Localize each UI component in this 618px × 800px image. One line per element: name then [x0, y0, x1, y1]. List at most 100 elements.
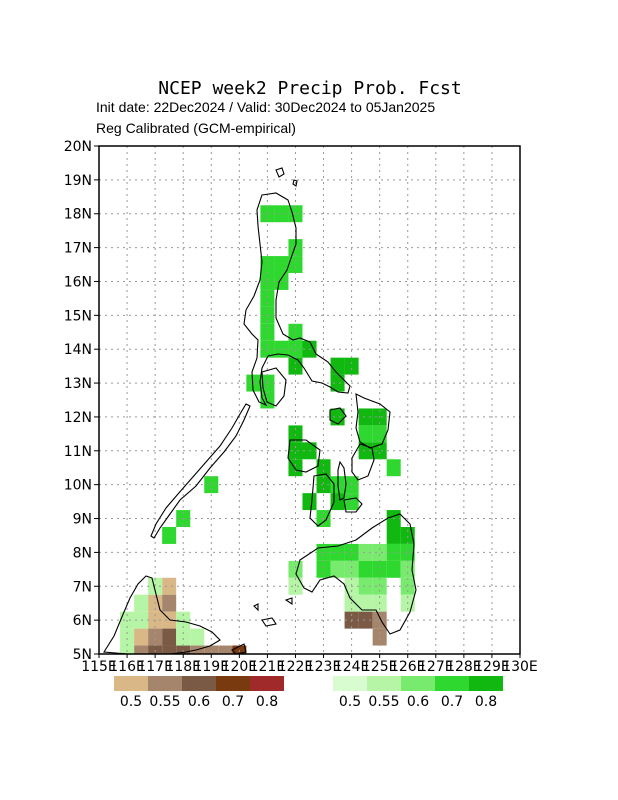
lon-label: 118E — [165, 659, 201, 675]
prob-cell — [330, 543, 345, 561]
prob-cell — [330, 493, 345, 511]
legend-above-label: 0.8 — [475, 694, 497, 710]
legend-below-label: 0.8 — [256, 694, 278, 710]
lat-label: 11N — [64, 444, 92, 460]
prob-cell — [288, 425, 303, 443]
prob-cell — [372, 425, 387, 443]
prob-cell — [274, 205, 289, 223]
prob-cell — [386, 459, 401, 477]
lon-label: 124E — [334, 659, 370, 675]
prob-cell — [344, 560, 359, 578]
prob-cell — [358, 577, 373, 595]
lat-label: 19N — [64, 173, 92, 189]
legend-below-swatch — [216, 676, 250, 691]
legend-above-label: 0.5 — [339, 694, 361, 710]
lon-label: 126E — [390, 659, 426, 675]
legend-above-swatch — [401, 676, 435, 691]
prob-cell — [246, 374, 261, 392]
legend-below-label: 0.55 — [149, 694, 180, 710]
lon-label: 116E — [109, 659, 145, 675]
prob-cell — [288, 340, 303, 358]
prob-cell — [372, 628, 387, 646]
prob-cell — [176, 628, 191, 646]
legend-below-swatch — [250, 676, 284, 691]
map-subtitle-dates: Init date: 22Dec2024 / Valid: 30Dec2024 … — [96, 99, 435, 115]
map-frame — [98, 145, 521, 655]
prob-cell — [316, 560, 331, 578]
lon-label: 125E — [362, 659, 398, 675]
legend-above-label: 0.7 — [441, 694, 463, 710]
prob-cell — [344, 357, 359, 375]
lon-label: 117E — [137, 659, 173, 675]
lat-label: 9N — [73, 512, 92, 528]
legend-above-label: 0.6 — [407, 694, 429, 710]
prob-cell — [218, 645, 233, 654]
prob-cell — [148, 577, 163, 595]
prob-cell — [316, 459, 331, 477]
lon-label: 115E — [81, 659, 117, 675]
lat-label: 16N — [64, 274, 92, 290]
prob-cell — [274, 256, 289, 273]
prob-cell — [148, 628, 163, 646]
prob-cell — [372, 543, 387, 561]
prob-cell — [316, 476, 331, 494]
prob-cell — [120, 645, 135, 654]
prob-cell — [204, 645, 219, 654]
prob-cell — [288, 239, 303, 257]
prob-cell — [190, 628, 205, 646]
legend-below-swatch — [182, 676, 216, 691]
lat-label: 20N — [64, 139, 92, 155]
prob-cell — [162, 628, 177, 646]
legend-below-label: 0.5 — [120, 694, 142, 710]
lat-label: 12N — [64, 410, 92, 426]
longitude-labels: 115E116E117E118E119E120E121E122E123E124E… — [81, 659, 538, 675]
prob-cell — [260, 289, 275, 307]
prob-cell — [134, 645, 149, 654]
prob-cell — [162, 527, 177, 544]
legend-above-swatch — [367, 676, 401, 691]
prob-cell — [232, 645, 247, 654]
prob-cell — [134, 594, 149, 612]
prob-cell — [162, 645, 177, 654]
prob-cell — [330, 374, 345, 392]
prob-cell — [162, 594, 177, 612]
legend-below: 0.5 0.55 0.6 0.7 0.8 — [114, 676, 284, 710]
legend-above-swatch — [469, 676, 503, 691]
legend-below-label: 0.6 — [188, 694, 210, 710]
prob-cell — [358, 425, 373, 443]
prob-cell — [372, 577, 387, 595]
lat-label: 8N — [73, 545, 92, 561]
prob-cell — [176, 645, 191, 654]
prob-cell — [288, 560, 303, 578]
prob-cell — [204, 476, 219, 494]
prob-cell — [120, 628, 135, 646]
map-title: NCEP week2 Precip Prob. Fcst — [158, 78, 461, 99]
prob-cell — [148, 645, 163, 654]
prob-cell — [288, 256, 303, 273]
legend-below-swatch — [148, 676, 182, 691]
prob-cell — [400, 543, 415, 561]
prob-cell — [274, 340, 289, 358]
lon-label: 129E — [474, 659, 510, 675]
lon-label: 122E — [278, 659, 314, 675]
lat-label: 5N — [73, 647, 92, 663]
prob-cell — [400, 577, 415, 595]
legend-above-swatch — [333, 676, 367, 691]
prob-cell — [330, 560, 345, 578]
prob-cell — [358, 408, 373, 426]
legend-below-swatch — [114, 676, 148, 691]
prob-cell — [302, 493, 317, 511]
lat-label: 6N — [73, 613, 92, 629]
lon-label: 128E — [446, 659, 482, 675]
probability-cells — [120, 205, 415, 654]
prob-cell — [162, 577, 177, 595]
prob-cell — [288, 357, 303, 375]
prob-cell — [372, 442, 387, 460]
prob-cell — [400, 560, 415, 578]
lat-label: 10N — [64, 478, 92, 494]
prob-cell — [372, 560, 387, 578]
prob-cell — [358, 611, 373, 629]
map-subtitle-method: Reg Calibrated (GCM-empirical) — [96, 120, 296, 136]
lon-label: 121E — [250, 659, 286, 675]
prob-cell — [330, 357, 345, 375]
